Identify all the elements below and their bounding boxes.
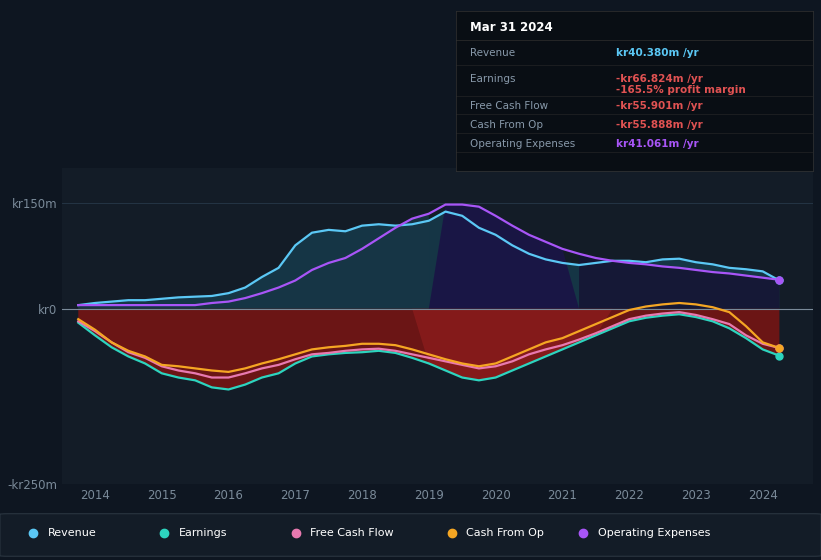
- Text: Revenue: Revenue: [48, 529, 96, 538]
- Text: Earnings: Earnings: [179, 529, 227, 538]
- Text: -kr55.901m /yr: -kr55.901m /yr: [617, 101, 703, 111]
- Text: Operating Expenses: Operating Expenses: [598, 529, 710, 538]
- FancyBboxPatch shape: [0, 514, 821, 556]
- Text: Cash From Op: Cash From Op: [470, 120, 543, 130]
- Text: -kr55.888m /yr: -kr55.888m /yr: [617, 120, 703, 130]
- Text: -kr66.824m /yr: -kr66.824m /yr: [617, 74, 704, 84]
- Text: Free Cash Flow: Free Cash Flow: [310, 529, 394, 538]
- Text: kr40.380m /yr: kr40.380m /yr: [617, 48, 699, 58]
- Text: Earnings: Earnings: [470, 74, 516, 84]
- Text: Operating Expenses: Operating Expenses: [470, 139, 576, 150]
- Text: kr41.061m /yr: kr41.061m /yr: [617, 139, 699, 150]
- Text: -165.5% profit margin: -165.5% profit margin: [617, 85, 746, 95]
- Text: Cash From Op: Cash From Op: [466, 529, 544, 538]
- Text: Free Cash Flow: Free Cash Flow: [470, 101, 548, 111]
- Text: Mar 31 2024: Mar 31 2024: [470, 21, 553, 34]
- Text: Revenue: Revenue: [470, 48, 515, 58]
